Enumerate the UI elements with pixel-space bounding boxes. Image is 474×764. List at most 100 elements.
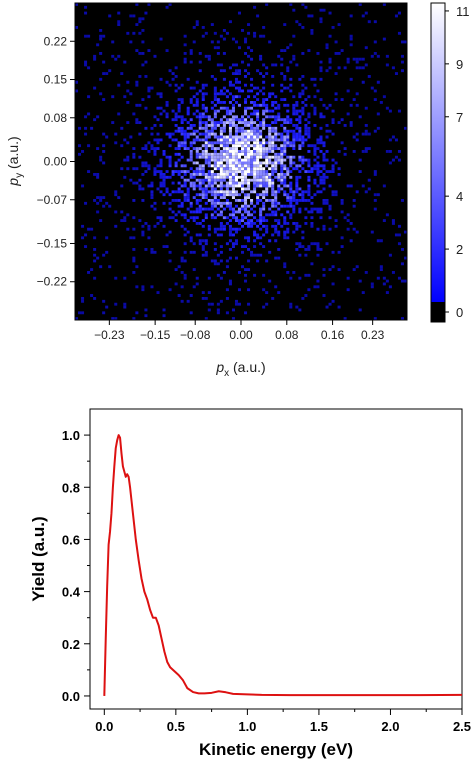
heatmap-pixel-group	[228, 167, 245, 176]
heatmap-pixel-group	[210, 135, 272, 191]
heatmap-pixel-group	[195, 121, 275, 150]
heatmap-pixel-group	[262, 161, 266, 165]
line-y-axis-label: Yield (a.u.)	[29, 516, 48, 601]
heatmap-pixel-group	[216, 152, 220, 156]
line-x-ticks: 0.0 0.5 1.0 1.5 2.0 2.5	[95, 709, 471, 734]
heatmap-pixel-group	[180, 190, 184, 194]
line-y-tick-label: 1.0	[62, 428, 80, 443]
line-y-tick-label: 0.2	[62, 637, 80, 652]
heatmap-pixel-group	[195, 178, 199, 182]
heatmap-pixel-group	[253, 170, 257, 174]
heatmap-pixel-group	[247, 132, 266, 150]
heatmap-pixel-group	[234, 152, 248, 179]
heatmap-pixel-group	[201, 149, 229, 153]
heatmap-pixel-group	[268, 135, 272, 139]
colorbar: 11 9 7 4 2 0	[430, 2, 470, 323]
heatmap-pixel-group	[286, 129, 290, 133]
heatmap-y-tick-label: 0.08	[44, 111, 68, 125]
heatmap-x-tick-label: −0.23	[94, 328, 125, 342]
colorbar-tick-label: 2	[456, 242, 463, 257]
heatmap-x-tick-label: −0.15	[140, 328, 171, 342]
momentum-heatmap-chart: −0.23 −0.15 −0.08 0.00 0.08 0.16 0.23 0.22 0.15…	[5, 2, 470, 379]
heatmap-x-tick-label: 0.08	[275, 328, 299, 342]
line-y-tick-label: 0.4	[62, 585, 81, 600]
heatmap-y-tick-label: 0.00	[44, 155, 68, 169]
heatmap-pixel-group	[183, 129, 293, 205]
heatmap-x-tick-label: −0.08	[180, 328, 211, 342]
heatmap-pixel-group	[222, 164, 226, 168]
heatmap-pixel-group	[186, 103, 293, 223]
heatmap-pixel-group	[237, 175, 241, 179]
heatmap-pixel-group	[244, 144, 254, 159]
heatmap-pixel-group	[183, 124, 238, 185]
line-y-tick-label: 0.8	[62, 480, 80, 495]
heatmap-pixel-group	[259, 135, 275, 159]
heatmap-pixel-group	[228, 144, 245, 179]
heatmap-y-tick-label: −0.22	[37, 275, 68, 289]
heatmap-pixel-group	[171, 115, 178, 122]
heatmap-y-tick-label: −0.07	[37, 193, 68, 207]
heatmap-pixel-group	[231, 103, 245, 153]
colorbar-ticks: 11 9 7 4 2 0	[445, 4, 470, 320]
heatmap-x-ticks: −0.23 −0.15 −0.08 0.00 0.08 0.16 0.23	[94, 320, 385, 342]
line-x-tick-label: 0.0	[95, 719, 113, 734]
heatmap-x-tick-label: 0.16	[321, 328, 345, 342]
heatmap-pixel-group	[241, 121, 245, 125]
heatmap-pixel-group	[247, 149, 251, 153]
heatmap-pixel-group	[250, 170, 254, 174]
heatmap-pixel-group	[234, 164, 238, 168]
heatmap-y-axis-label: py (a.u.)	[5, 136, 25, 186]
heatmap-pixel-group	[207, 144, 269, 188]
heatmap-pixel-group	[225, 190, 229, 194]
heatmap-pixel-group	[274, 161, 278, 165]
heatmap-pixel-group	[271, 115, 287, 153]
colorbar-frame	[430, 2, 446, 323]
heatmap-pixel-group	[268, 155, 275, 168]
colorbar-tick-label: 11	[456, 4, 470, 19]
colorbar-tick-label: 9	[456, 57, 463, 72]
heatmap-y-tick-label: 0.22	[44, 34, 68, 48]
heatmap-x-axis-label: px (a.u.)	[215, 359, 265, 379]
heatmap-pixel-group	[177, 126, 211, 191]
heatmap-pixel-group	[234, 167, 263, 188]
heatmap-pixel-group	[259, 161, 263, 165]
line-x-tick-label: 1.5	[310, 719, 328, 734]
kinetic-energy-line-chart: 0.0 0.5 1.0 1.5 2.0 2.5 0.0 0.2 0.4 0.6 0.8 1.0 Ki…	[29, 408, 471, 759]
line-x-axis-label: Kinetic energy (eV)	[199, 740, 353, 759]
colorbar-tick-label: 0	[456, 305, 463, 320]
line-y-tick-label: 0.0	[62, 689, 80, 704]
heatmap-pixel-group	[222, 147, 238, 174]
heatmap-pixel-group	[237, 141, 263, 182]
colorbar-tick-label: 4	[456, 189, 463, 204]
colorbar-zero-band	[431, 302, 445, 322]
heatmap-pixel-group	[210, 129, 272, 182]
line-y-ticks: 0.0 0.2 0.4 0.6 0.8 1.0	[62, 428, 90, 704]
heatmap-pixel-group	[241, 216, 245, 220]
heatmap-pixel-group	[204, 141, 208, 145]
heatmap-pixel-group	[216, 164, 269, 194]
line-x-tick-label: 0.5	[167, 719, 185, 734]
heatmap-pixel-group	[265, 161, 269, 165]
heatmap-x-tick-label: 0.00	[229, 328, 253, 342]
heatmap-pixel-group	[271, 144, 281, 159]
heatmap-y-tick-label: −0.15	[37, 236, 68, 250]
line-x-tick-label: 2.0	[381, 719, 399, 734]
heatmap-pixel-group	[150, 126, 154, 130]
heatmap-pixel-group	[204, 155, 208, 159]
line-x-tick-label: 1.0	[238, 719, 256, 734]
colorbar-gradient	[431, 3, 445, 302]
line-plot-frame	[89, 408, 463, 710]
line-x-tick-label: 2.5	[453, 719, 471, 734]
heatmap-pixel-group	[250, 121, 272, 182]
heatmap-y-tick-label: 0.15	[44, 73, 68, 87]
heatmap-pixels	[75, 3, 408, 321]
heatmap-pixel-group	[268, 132, 272, 136]
heatmap-pixel-group	[280, 158, 284, 162]
heatmap-pixel-group	[237, 170, 241, 174]
yield-series-line	[103, 434, 463, 697]
heatmap-pixel-group	[253, 152, 257, 156]
colorbar-tick-label: 7	[456, 110, 463, 125]
heatmap-pixel-group	[253, 175, 257, 179]
heatmap-pixel-group	[219, 190, 223, 194]
